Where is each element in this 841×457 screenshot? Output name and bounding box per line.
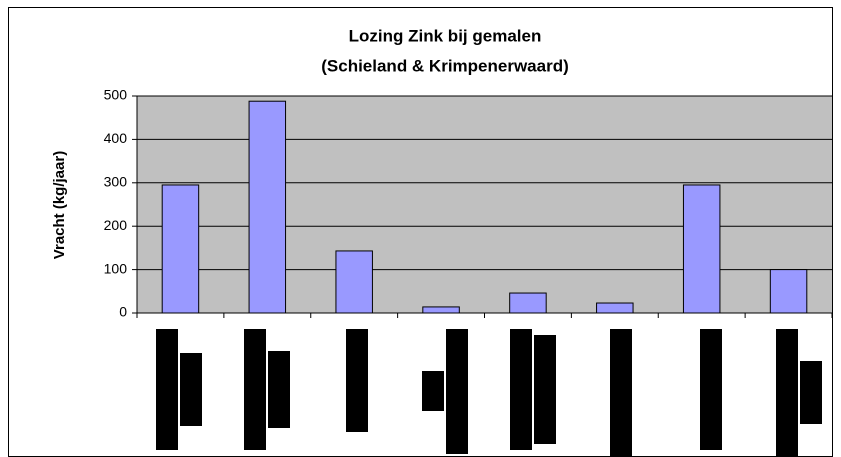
y-tick-label: 0 [119,304,127,320]
chart-title: Lozing Zink bij gemalen [349,26,542,45]
y-tick-label: 500 [104,87,128,103]
chart-title: (Schieland & Krimpenerwaard) [321,56,569,75]
bar [682,184,721,314]
y-axis-title: Vracht (kg/jaar) [51,151,68,259]
redaction [268,351,290,428]
redactions [156,329,822,457]
redaction [510,329,532,450]
redaction [534,335,556,444]
y-tick-label: 200 [104,217,128,233]
bar [769,269,808,314]
redaction [700,329,722,450]
plot-area [137,96,832,313]
redaction [346,329,368,432]
redaction [776,329,798,457]
y-tick-label: 300 [104,174,128,190]
y-tick-label: 400 [104,130,128,146]
redaction [610,329,632,457]
redaction [446,329,468,454]
bar [596,302,634,314]
redaction [244,329,266,450]
redaction [422,371,444,411]
redaction [180,353,202,426]
redaction [800,361,822,424]
bar [248,100,287,314]
y-tick-label: 100 [104,260,128,276]
redaction [156,329,178,450]
bar [335,250,373,314]
bar [509,292,547,314]
bar [161,184,200,314]
bar [422,306,460,314]
